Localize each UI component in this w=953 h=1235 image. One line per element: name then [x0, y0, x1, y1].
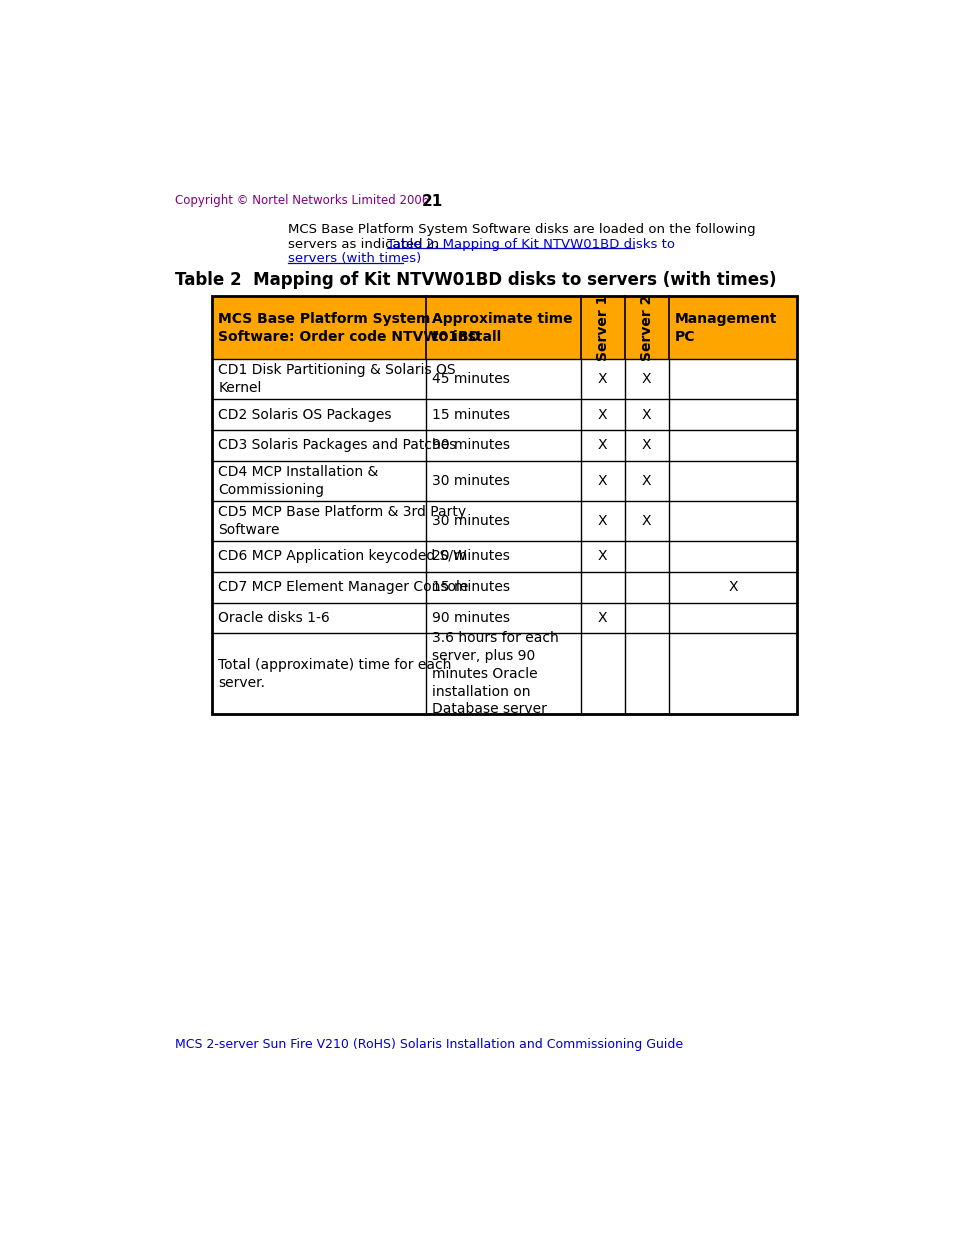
Text: Approximate time
to install: Approximate time to install — [432, 311, 572, 343]
Bar — [212, 296, 797, 359]
Text: X: X — [641, 408, 651, 421]
Text: CD2 Solaris OS Packages: CD2 Solaris OS Packages — [218, 408, 392, 421]
Bar — [212, 572, 797, 603]
Text: 90 minutes: 90 minutes — [432, 438, 510, 452]
Bar — [212, 634, 797, 714]
Text: X: X — [598, 372, 607, 387]
Text: X: X — [598, 408, 607, 421]
Text: X: X — [641, 438, 651, 452]
Bar — [212, 399, 797, 430]
Text: MCS Base Platform System
Software: Order code NTVW01BD: MCS Base Platform System Software: Order… — [218, 311, 480, 343]
Text: X: X — [598, 550, 607, 563]
Text: X: X — [598, 438, 607, 452]
Text: CD6 MCP Application keycoded S/W: CD6 MCP Application keycoded S/W — [218, 550, 467, 563]
Text: 45 minutes: 45 minutes — [432, 372, 509, 387]
Text: Total (approximate) time for each
server.: Total (approximate) time for each server… — [218, 658, 452, 689]
Text: 15 minutes: 15 minutes — [432, 580, 510, 594]
Text: Server 1: Server 1 — [596, 294, 609, 361]
Text: CD3 Solaris Packages and Patches: CD3 Solaris Packages and Patches — [218, 438, 456, 452]
Text: X: X — [598, 611, 607, 625]
Bar — [212, 296, 797, 714]
Text: 21: 21 — [421, 194, 442, 210]
Text: 3.6 hours for each
server, plus 90
minutes Oracle
installation on
Database serve: 3.6 hours for each server, plus 90 minut… — [432, 631, 558, 716]
Text: servers (with times): servers (with times) — [288, 252, 421, 266]
Bar — [212, 359, 797, 399]
Text: CD5 MCP Base Platform & 3rd Party
Software: CD5 MCP Base Platform & 3rd Party Softwa… — [218, 505, 466, 537]
Text: X: X — [641, 514, 651, 527]
Bar — [212, 541, 797, 572]
Text: Table 2  Mapping of Kit NTVW01BD disks to servers (with times): Table 2 Mapping of Kit NTVW01BD disks to… — [174, 272, 776, 289]
Text: Management
PC: Management PC — [674, 311, 777, 343]
Text: CD7 MCP Element Manager Console: CD7 MCP Element Manager Console — [218, 580, 468, 594]
Text: 20 minutes: 20 minutes — [432, 550, 509, 563]
Text: 30 minutes: 30 minutes — [432, 474, 509, 488]
Text: X: X — [598, 514, 607, 527]
Text: Server 2: Server 2 — [639, 294, 653, 361]
Text: CD1 Disk Partitioning & Solaris OS
Kernel: CD1 Disk Partitioning & Solaris OS Kerne… — [218, 363, 456, 395]
Text: X: X — [727, 580, 737, 594]
Text: X: X — [641, 474, 651, 488]
Text: Copyright © Nortel Networks Limited 2006: Copyright © Nortel Networks Limited 2006 — [174, 194, 429, 207]
Text: Oracle disks 1-6: Oracle disks 1-6 — [218, 611, 330, 625]
Text: X: X — [641, 372, 651, 387]
Text: Table 2, Mapping of Kit NTVW01BD disks to: Table 2, Mapping of Kit NTVW01BD disks t… — [387, 237, 675, 251]
Bar — [212, 430, 797, 461]
Bar — [212, 461, 797, 501]
Bar — [212, 501, 797, 541]
Text: MCS 2-server Sun Fire V210 (RoHS) Solaris Installation and Commissioning Guide: MCS 2-server Sun Fire V210 (RoHS) Solari… — [174, 1039, 682, 1051]
Text: 90 minutes: 90 minutes — [432, 611, 510, 625]
Text: 15 minutes: 15 minutes — [432, 408, 510, 421]
Text: servers as indicated in: servers as indicated in — [288, 237, 443, 251]
Bar — [212, 603, 797, 634]
Text: X: X — [598, 474, 607, 488]
Text: CD4 MCP Installation &
Commissioning: CD4 MCP Installation & Commissioning — [218, 464, 378, 496]
Text: 30 minutes: 30 minutes — [432, 514, 509, 527]
Text: MCS Base Platform System Software disks are loaded on the following: MCS Base Platform System Software disks … — [288, 222, 755, 236]
